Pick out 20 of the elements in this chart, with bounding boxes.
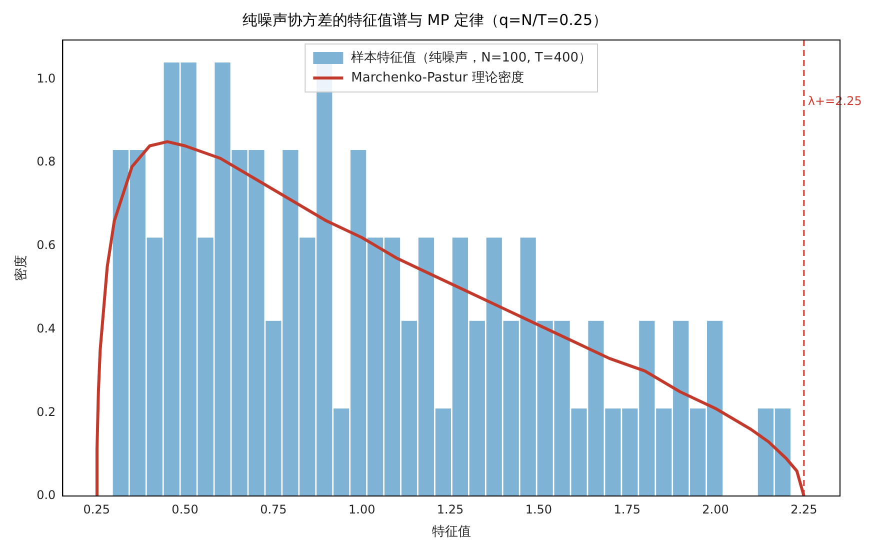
legend-label: Marchenko-Pastur 理论密度 [351,69,524,86]
x-tick-label: 2.00 [702,502,729,516]
x-tick-label: 1.75 [614,502,640,516]
x-tick-label: 2.25 [790,502,818,516]
y-tick-label: 0.6 [36,238,56,252]
y-tick-label: 1.0 [36,71,56,86]
chart-title: 纯噪声协方差的特征值谱与 MP 定律（q=N/T=0.25） [242,10,608,29]
y-axis-title: 密度 [13,255,30,281]
x-tick-label: 0.50 [172,502,198,516]
legend-label: 样本特征值（纯噪声，N=100, T=400） [351,50,592,66]
y-tick-label: 0.8 [36,154,56,169]
x-tick-label: 1.50 [525,502,552,516]
y-tick-label: 0.0 [36,488,56,502]
x-tick-label: 0.75 [260,502,287,516]
x-tick-label: 1.25 [436,502,464,516]
x-axis-title: 特征值 [432,524,471,540]
x-tick-label: 0.25 [83,502,110,516]
y-tick-label: 0.4 [36,321,56,336]
y-tick-label: 0.2 [36,404,56,419]
x-tick-label: 1.00 [348,502,376,516]
